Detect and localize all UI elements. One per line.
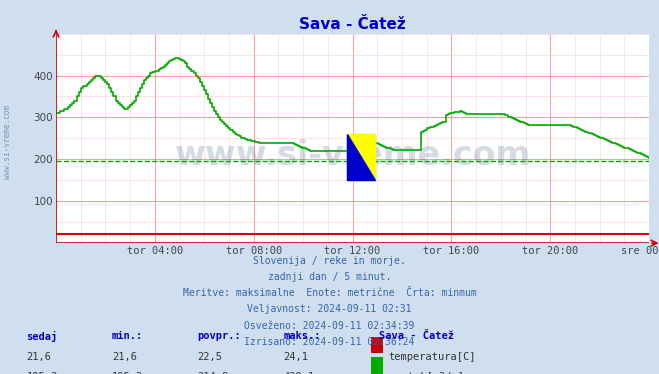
- Text: 195,3: 195,3: [26, 372, 57, 374]
- Polygon shape: [347, 134, 375, 180]
- Title: Sava - Čatež: Sava - Čatež: [299, 18, 406, 33]
- Text: min.:: min.:: [112, 331, 143, 341]
- Text: 314,8: 314,8: [198, 372, 229, 374]
- Polygon shape: [347, 134, 375, 180]
- Text: pretok[m3/s]: pretok[m3/s]: [389, 372, 464, 374]
- Text: www.si-vreme.com: www.si-vreme.com: [3, 105, 13, 179]
- Text: www.si-vreme.com: www.si-vreme.com: [175, 139, 530, 172]
- Text: 21,6: 21,6: [26, 352, 51, 362]
- Text: Izrisano: 2024-09-11 02:36:24: Izrisano: 2024-09-11 02:36:24: [244, 337, 415, 347]
- Text: maks.:: maks.:: [283, 331, 321, 341]
- Text: zadnji dan / 5 minut.: zadnji dan / 5 minut.: [268, 272, 391, 282]
- Bar: [347, 134, 375, 180]
- Text: 24,1: 24,1: [283, 352, 308, 362]
- Text: Osveženo: 2024-09-11 02:34:39: Osveženo: 2024-09-11 02:34:39: [244, 321, 415, 331]
- Text: 22,5: 22,5: [198, 352, 223, 362]
- Text: Slovenija / reke in morje.: Slovenija / reke in morje.: [253, 256, 406, 266]
- Text: Meritve: maksimalne  Enote: metrične  Črta: minmum: Meritve: maksimalne Enote: metrične Črta…: [183, 288, 476, 298]
- Text: 439,1: 439,1: [283, 372, 314, 374]
- Text: Sava - Čatež: Sava - Čatež: [379, 331, 454, 341]
- Text: 21,6: 21,6: [112, 352, 137, 362]
- Text: povpr.:: povpr.:: [198, 331, 241, 341]
- Text: sedaj: sedaj: [26, 331, 57, 342]
- Text: temperatura[C]: temperatura[C]: [389, 352, 476, 362]
- Text: Veljavnost: 2024-09-11 02:31: Veljavnost: 2024-09-11 02:31: [247, 304, 412, 315]
- Text: 195,3: 195,3: [112, 372, 143, 374]
